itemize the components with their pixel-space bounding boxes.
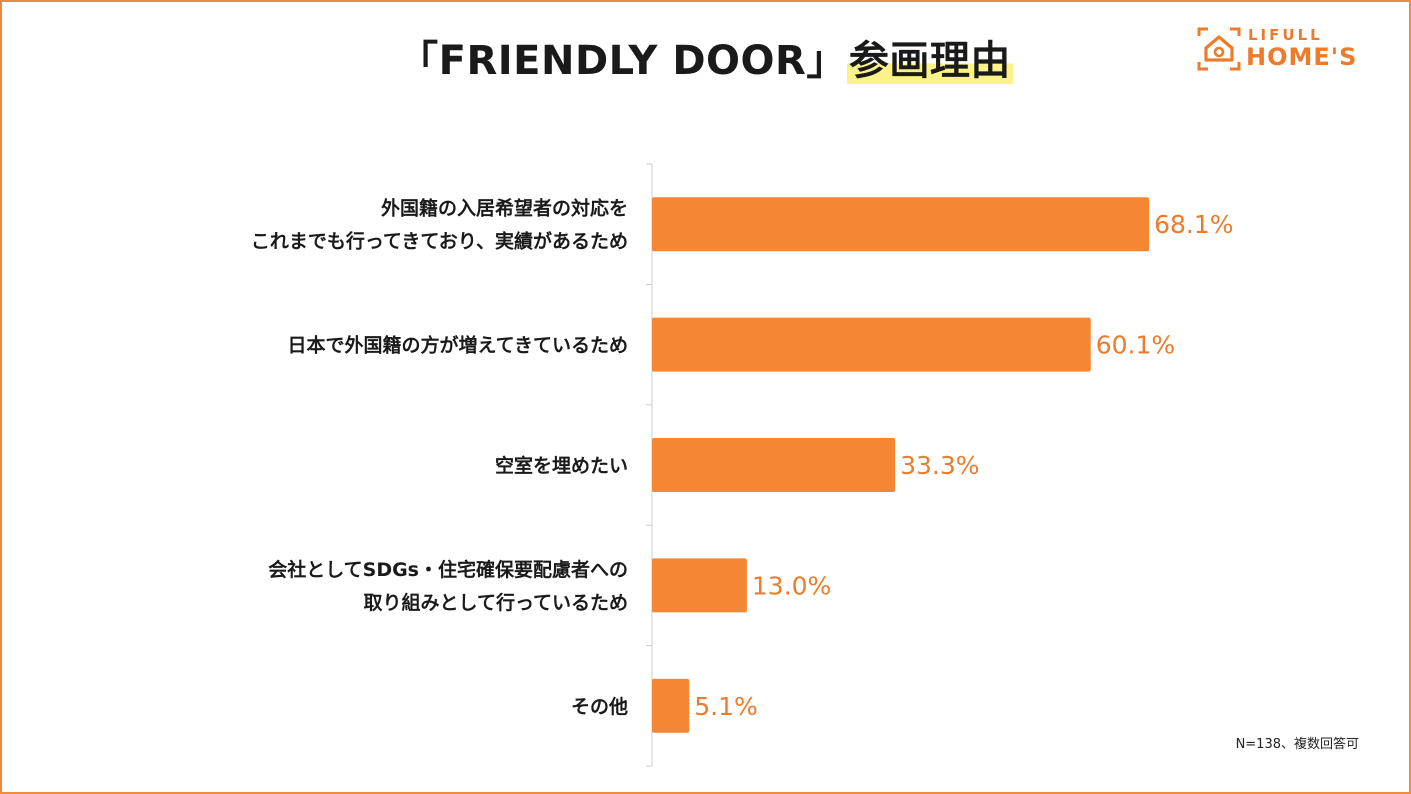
title-area: 「FRIENDLY DOOR」参画理由	[0, 28, 1411, 86]
bar	[652, 558, 747, 613]
category-label: 会社としてSDGs・住宅確保要配慮者への	[268, 558, 628, 581]
value-label: 13.0%	[752, 571, 831, 600]
house-icon	[1197, 27, 1241, 71]
bar	[652, 678, 690, 733]
bar	[652, 317, 1091, 372]
category-label: 取り組みとして行っているため	[364, 591, 628, 614]
bar	[652, 197, 1150, 252]
category-label: これまでも行ってきており、実績があるため	[251, 230, 628, 253]
value-label: 68.1%	[1154, 210, 1233, 239]
value-label: 60.1%	[1096, 331, 1175, 360]
bar	[652, 438, 896, 492]
logo-text-lifull: LIFULL	[1248, 26, 1323, 44]
title-main: 「FRIENDLY DOOR」	[398, 38, 847, 84]
chart-title: 「FRIENDLY DOOR」参画理由	[398, 28, 1013, 86]
lifull-homes-logo: LIFULL HOME'S	[1196, 26, 1376, 74]
title-highlight: 参画理由	[846, 38, 1013, 84]
value-label: 33.3%	[900, 451, 979, 480]
category-label: 外国籍の入居希望者の対応を	[381, 197, 628, 220]
category-label: 日本で外国籍の方が増えてきているため	[288, 334, 628, 357]
sample-note: N=138、複数回答可	[1235, 737, 1359, 752]
category-label: 空室を埋めたい	[495, 454, 628, 477]
value-label: 5.1%	[694, 692, 758, 721]
logo-text-homes: HOME'S	[1246, 43, 1358, 71]
category-label: その他	[571, 695, 628, 718]
